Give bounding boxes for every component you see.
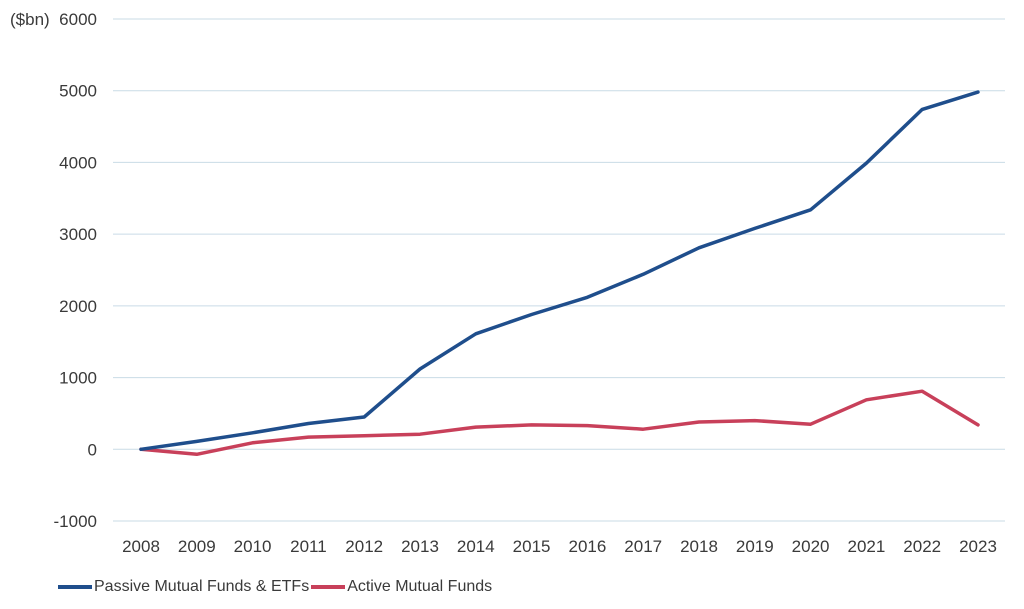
- x-axis-ticks: 2008 2009 2010 2011 2012 2013 2014 2015 2016 2017…: [122, 537, 997, 556]
- legend-label-active: Active Mutual Funds: [347, 578, 493, 595]
- series-lines: [139, 90, 980, 457]
- x-tick-label: 2017: [624, 537, 662, 556]
- x-tick-label: 2020: [792, 537, 830, 556]
- x-tick-label: 2008: [122, 537, 160, 556]
- x-tick-label: 2023: [959, 537, 997, 556]
- y-tick-label: 4000: [59, 153, 97, 172]
- legend-item-active: Active Mutual Funds: [311, 578, 492, 596]
- y-axis-unit-label: ($bn): [10, 10, 50, 29]
- y-tick-label: 2000: [59, 297, 97, 316]
- x-tick-label: 2014: [457, 537, 495, 556]
- series-line-passive: [139, 90, 980, 452]
- y-tick-label: 0: [88, 440, 97, 459]
- x-tick-label: 2013: [401, 537, 439, 556]
- legend-swatch-passive: [58, 585, 92, 589]
- legend-swatch-active: [311, 585, 346, 589]
- y-tick-label: 1000: [59, 369, 97, 388]
- y-tick-label: 5000: [59, 82, 97, 101]
- x-tick-label: 2010: [234, 537, 272, 556]
- y-tick-label: 6000: [59, 10, 97, 29]
- legend-item-passive: Passive Mutual Funds & ETFs: [58, 578, 309, 596]
- x-tick-label: 2015: [513, 537, 551, 556]
- x-tick-label: 2019: [736, 537, 774, 556]
- x-tick-label: 2011: [290, 537, 327, 556]
- chart-legend: Passive Mutual Funds & ETFs Active Mutua…: [58, 578, 494, 596]
- x-tick-label: 2012: [345, 537, 383, 556]
- x-tick-label: 2022: [903, 537, 941, 556]
- x-tick-label: 2009: [178, 537, 216, 556]
- x-tick-label: 2018: [680, 537, 718, 556]
- y-axis-ticks: -1000 0 1000 2000 3000 4000 5000 6000: [54, 10, 97, 531]
- y-tick-label: 3000: [59, 225, 97, 244]
- y-tick-label: -1000: [54, 512, 97, 531]
- series-line-active: [139, 389, 980, 457]
- x-tick-label: 2016: [568, 537, 606, 556]
- x-tick-label: 2021: [847, 537, 885, 556]
- grid-lines: [113, 18, 1005, 522]
- legend-label-passive: Passive Mutual Funds & ETFs: [94, 578, 310, 595]
